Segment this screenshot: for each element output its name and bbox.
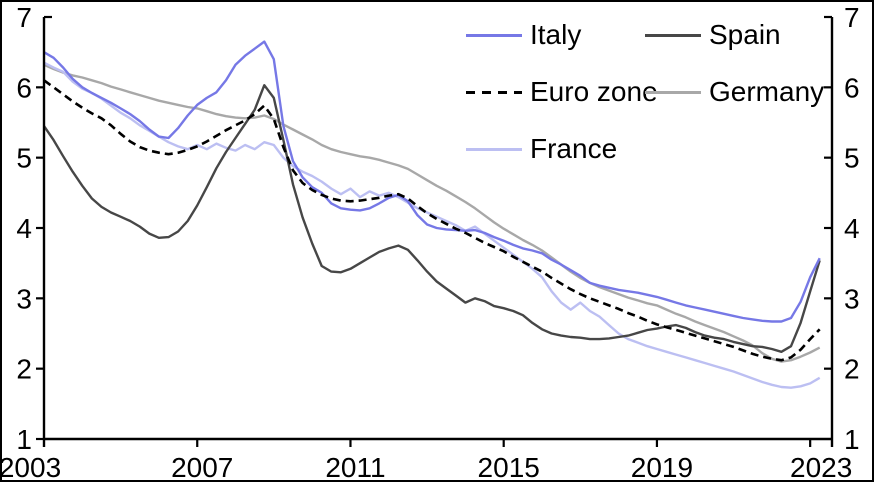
legend-item-euro-zone: Euro zone: [466, 76, 658, 108]
svg-text:6: 6: [844, 72, 860, 103]
legend-line-spain: [645, 33, 701, 37]
svg-text:2019: 2019: [631, 452, 693, 482]
svg-text:1: 1: [16, 424, 32, 455]
svg-text:4: 4: [844, 213, 860, 244]
legend-line-euro-zone: [466, 90, 522, 94]
legend-item-germany: Germany: [645, 76, 824, 108]
svg-text:2003: 2003: [2, 452, 61, 482]
svg-text:2011: 2011: [325, 452, 385, 482]
svg-text:5: 5: [16, 143, 32, 174]
legend-label-germany: Germany: [709, 76, 825, 107]
legend-line-france: [466, 147, 522, 151]
legend-line-germany: [645, 90, 701, 94]
legend-label-euro-zone: Euro zone: [530, 76, 658, 107]
svg-text:6: 6: [16, 72, 32, 103]
svg-text:7: 7: [844, 2, 860, 33]
svg-text:3: 3: [16, 283, 32, 314]
legend-item-italy: Italy: [466, 19, 581, 51]
svg-text:7: 7: [16, 2, 32, 33]
legend-item-france: France: [466, 133, 617, 165]
svg-text:2: 2: [16, 354, 32, 385]
svg-text:2: 2: [844, 354, 860, 385]
svg-text:2015: 2015: [478, 452, 540, 482]
svg-text:3: 3: [844, 283, 860, 314]
legend-label-italy: Italy: [530, 19, 582, 50]
legend-label-spain: Spain: [709, 19, 781, 50]
svg-text:1: 1: [844, 424, 860, 455]
svg-text:2007: 2007: [171, 452, 233, 482]
svg-text:2023: 2023: [790, 452, 852, 482]
legend-item-spain: Spain: [645, 19, 781, 51]
svg-text:4: 4: [16, 213, 32, 244]
svg-text:5: 5: [844, 143, 860, 174]
legend-label-france: France: [530, 133, 618, 164]
legend-line-italy: [466, 33, 522, 37]
